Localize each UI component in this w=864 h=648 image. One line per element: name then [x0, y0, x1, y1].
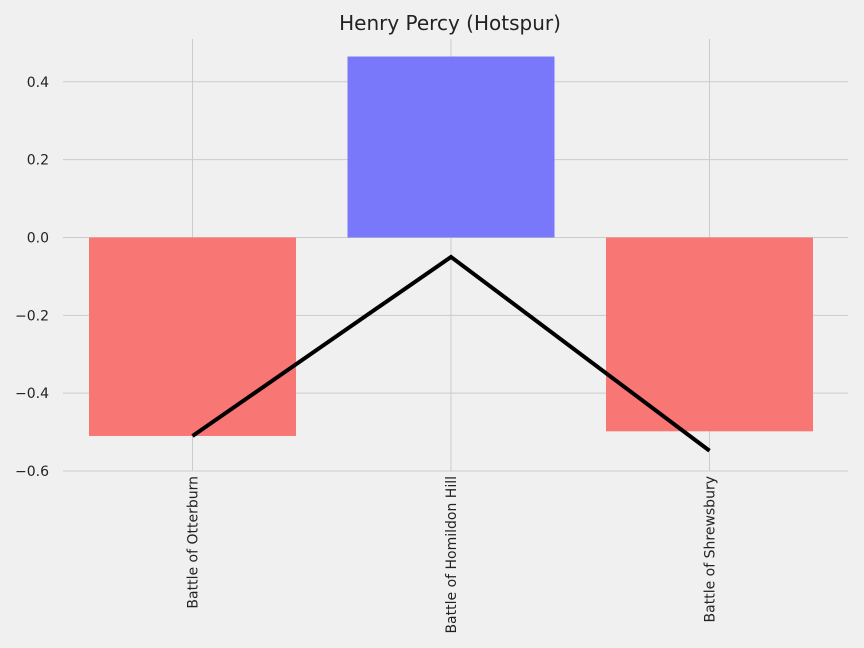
bars — [89, 56, 813, 436]
bar — [606, 237, 813, 432]
trend-line — [191, 254, 711, 453]
bar — [347, 56, 555, 238]
y-tick-label: −0.6 — [15, 464, 49, 480]
y-tick-label: 0.2 — [27, 153, 49, 169]
x-tick-label: Battle of Otterburn — [186, 476, 202, 609]
x-axis-ticks: Battle of Otterburn Battle of Homildon Hi… — [186, 476, 719, 634]
line-series — [191, 254, 711, 453]
bar — [89, 237, 296, 436]
x-tick-label: Battle of Shrewsbury — [703, 476, 719, 622]
chart-title: Henry Percy (Hotspur) — [339, 11, 561, 35]
y-tick-label: 0.4 — [27, 75, 49, 91]
x-tick-label: Battle of Homildon Hill — [444, 476, 460, 634]
y-axis-ticks: −0.6 −0.4 −0.2 0.0 0.2 0.4 — [15, 75, 49, 480]
y-tick-label: −0.4 — [15, 386, 49, 402]
y-tick-label: −0.2 — [15, 308, 49, 324]
y-tick-label: 0.0 — [27, 230, 49, 246]
